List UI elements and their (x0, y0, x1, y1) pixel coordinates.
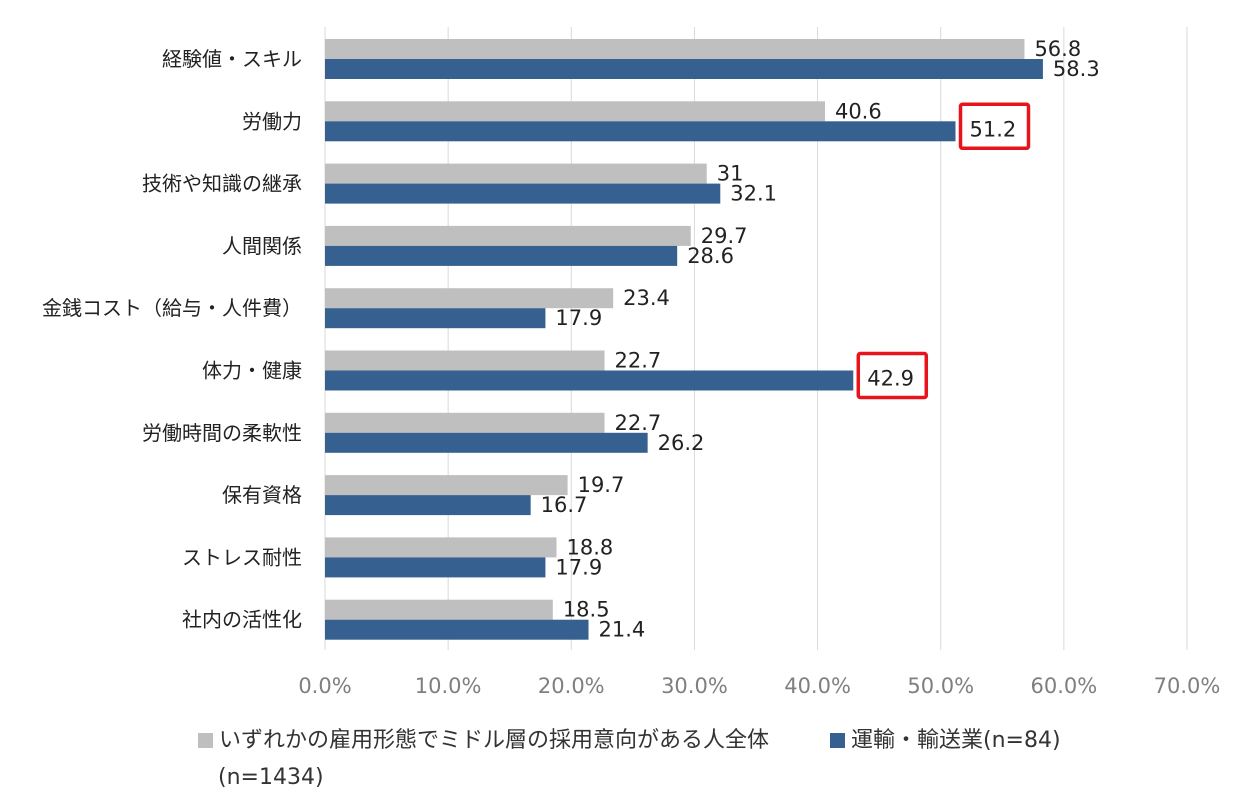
data-label-transport: 26.2 (658, 431, 705, 455)
bar-transport (325, 245, 678, 266)
bar-transport (325, 370, 854, 391)
bar-overall (325, 412, 605, 433)
data-label-overall: 22.7 (615, 349, 662, 373)
data-label-transport: 17.9 (555, 555, 602, 579)
data-label-overall: 31 (717, 162, 744, 186)
category-label: 体力・健康 (202, 359, 302, 383)
bar-transport (325, 495, 531, 516)
legend-swatch-transport (830, 733, 845, 748)
category-label: 労働時間の柔軟性 (142, 421, 302, 445)
x-tick-label: 10.0% (415, 674, 482, 698)
legend-item-transport: 運輸・輸送業(n=84) (830, 722, 1061, 754)
bar-overall (325, 537, 557, 558)
category-label: ストレス耐性 (182, 545, 302, 569)
legend-label-transport: 運輸・輸送業(n=84) (851, 728, 1061, 753)
category-label: 社内の活性化 (182, 608, 302, 632)
data-label-transport: 21.4 (599, 618, 646, 642)
bar-overall (325, 350, 605, 371)
bar-overall (325, 39, 1025, 59)
data-label-transport: 16.7 (541, 493, 588, 517)
bar-overall (325, 101, 825, 122)
data-label-transport: 51.2 (969, 117, 1016, 141)
data-label-overall: 40.6 (835, 99, 882, 123)
data-label-transport: 42.9 (867, 367, 914, 391)
data-label-overall: 18.8 (567, 535, 614, 559)
bar-transport (325, 432, 648, 453)
legend-item-overall: いずれかの雇用形態でミドル層の採用意向がある人全体 (198, 722, 769, 754)
legend-swatch-overall (198, 733, 213, 748)
bar-transport (325, 121, 956, 142)
bar-transport (325, 59, 1043, 79)
category-label: 人間関係 (222, 234, 302, 258)
bar-transport (325, 619, 589, 640)
data-label-overall: 23.4 (623, 286, 670, 310)
x-tick-label: 60.0% (1030, 674, 1097, 698)
data-label-overall: 56.8 (1034, 37, 1081, 61)
legend-label-overall: いずれかの雇用形態でミドル層の採用意向がある人全体 (219, 728, 770, 753)
data-label-transport: 28.6 (687, 244, 734, 268)
bar-overall (325, 599, 553, 620)
category-label: 技術や知識の継承 (142, 172, 302, 196)
x-tick-label: 50.0% (907, 674, 974, 698)
data-label-overall: 19.7 (578, 473, 625, 497)
bar-transport (325, 557, 546, 578)
category-label: 労働力 (242, 109, 302, 133)
highlight-box (958, 102, 1031, 151)
data-label-overall: 29.7 (701, 224, 748, 248)
bar-transport (325, 308, 546, 329)
category-label: 保有資格 (222, 483, 302, 507)
x-tick-label: 30.0% (661, 674, 728, 698)
category-label: 経験値・スキル (162, 47, 302, 71)
x-tick-label: 20.0% (538, 674, 605, 698)
data-label-overall: 18.5 (563, 598, 610, 622)
data-label-overall: 22.7 (615, 411, 662, 435)
x-tick-label: 40.0% (784, 674, 851, 698)
data-label-transport: 58.3 (1053, 57, 1100, 81)
bar-overall (325, 475, 568, 496)
x-tick-label: 70.0% (1154, 674, 1221, 698)
data-label-transport: 17.9 (555, 306, 602, 330)
bar-overall (325, 163, 707, 184)
bar-overall (325, 288, 614, 309)
bar-transport (325, 183, 721, 204)
data-label-transport: 32.1 (730, 182, 777, 206)
bar-overall (325, 225, 691, 246)
x-tick-label: 0.0% (298, 674, 351, 698)
category-label: 金銭コスト（給与・人件費） (42, 296, 302, 320)
legend-note-overall: (n=1434) (218, 765, 324, 790)
highlight-box (856, 351, 929, 400)
